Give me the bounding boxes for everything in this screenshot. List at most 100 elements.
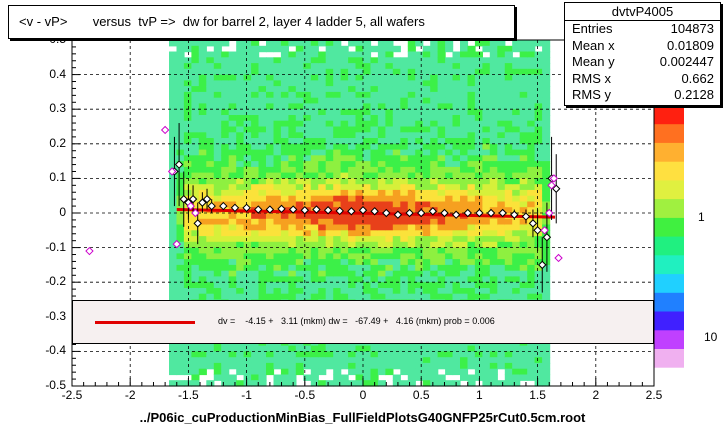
x-tick-label: -1 (241, 388, 252, 402)
outlier-point (85, 246, 94, 256)
y-tick-label: 0.3 (49, 101, 66, 116)
x-tick-label: 0.5 (412, 388, 430, 402)
profile-point (528, 219, 538, 228)
y-tick-label: -0.5 (45, 378, 66, 392)
fit-legend-line (95, 321, 195, 324)
profile-point (219, 201, 228, 211)
profile-point (277, 204, 286, 214)
y-tick-label: 0 (59, 205, 66, 219)
stats-value: 0.662 (681, 70, 714, 86)
x-tick-label: -2.5 (61, 388, 83, 402)
profile-point (475, 208, 484, 218)
stats-label: Mean x (572, 37, 615, 53)
stats-title: dvtvP4005 (565, 3, 720, 21)
y-tick-label: -0.1 (45, 239, 66, 254)
color-scale-segment (654, 123, 684, 143)
profile-point (265, 205, 275, 214)
y-tick-label: 0.2 (49, 135, 66, 150)
profile-point (188, 194, 198, 204)
outlier-point (167, 167, 177, 176)
stats-label: Entries (572, 21, 613, 36)
x-axis-label: ../P06ic_cuProductionMinBias_FullFieldPl… (139, 410, 586, 425)
profile-point (193, 219, 202, 228)
chart-title: <v - vP> versus tvP => dw for barrel 2, … (19, 14, 425, 29)
z-tick-label: 1 (698, 210, 705, 224)
x-tick-label: 1.5 (529, 388, 546, 402)
color-scale-segment (654, 198, 684, 218)
stats-row-entries: Entries 104873 (565, 21, 720, 38)
fit-legend: dv = -4.15 + 3.11 (mkm) dw = -67.49 + 4.… (72, 300, 654, 344)
color-scale-segment (654, 236, 684, 256)
profile-point (498, 208, 507, 218)
x-tick-label: -2 (124, 388, 136, 402)
x-tick-label: 2 (592, 388, 600, 402)
color-scale-segment (654, 142, 684, 162)
stats-box: dvtvP4005 Entries 104873 Mean x 0.01809 Me… (564, 2, 721, 106)
stats-label: RMS x (572, 70, 611, 86)
profile-points (170, 123, 561, 293)
stats-value: 0.2128 (674, 87, 714, 102)
x-tick-label: 1 (476, 388, 483, 402)
profile-point (254, 205, 263, 214)
profile-point (370, 207, 379, 216)
stats-row-mean-y: Mean y 0.002447 (565, 54, 720, 71)
stats-value: 0.002447 (659, 54, 714, 69)
profile-point (416, 208, 426, 218)
outlier-point (547, 181, 556, 190)
color-scale-segment (654, 348, 684, 368)
profile-point (382, 208, 391, 218)
color-scale-segment (654, 217, 684, 237)
outlier-point (191, 208, 200, 218)
outlier-point (554, 253, 563, 263)
stats-value: 0.01809 (667, 37, 714, 53)
profile-point (174, 160, 184, 169)
x-tick-label: -0.5 (294, 388, 316, 402)
color-scale-segment (654, 329, 684, 349)
outlier-point (186, 201, 195, 211)
profile-point (323, 206, 333, 215)
stats-label: Mean y (572, 54, 615, 69)
color-scale (654, 105, 684, 387)
profile-point (179, 194, 188, 204)
chart-title-box: <v - vP> versus tvP => dw for barrel 2, … (8, 5, 515, 39)
profile-point (312, 205, 321, 214)
profile-point (230, 203, 240, 213)
outlier-points (85, 125, 563, 263)
profile-point (207, 201, 216, 211)
stats-row-rms-x: RMS x 0.662 (565, 71, 720, 88)
outlier-point (549, 174, 559, 183)
heatmap (169, 40, 551, 387)
profile-point (358, 206, 368, 215)
color-scale-segment (654, 311, 684, 331)
profile-point (198, 198, 207, 207)
profile-point (242, 203, 251, 213)
outlier-point (160, 125, 170, 135)
x-tick-label: -1.5 (178, 388, 199, 402)
profile-point (552, 184, 561, 193)
profile-point (521, 212, 531, 221)
color-scale-segment (654, 273, 684, 293)
y-tick-label: -0.2 (45, 274, 66, 289)
profile-point (335, 206, 344, 216)
x-tick-label: 2.5 (645, 388, 663, 402)
profile-point (202, 194, 212, 204)
y-tick-label: -0.4 (45, 343, 66, 358)
outlier-point (172, 239, 181, 249)
color-scale-segment (654, 292, 684, 312)
profile-point (347, 207, 356, 216)
color-scale-segment (654, 161, 684, 181)
outlier-point (540, 226, 549, 235)
profile-point (288, 205, 298, 214)
profile-point (428, 207, 438, 216)
color-scale-segment (654, 254, 684, 275)
color-scale-segment (654, 367, 684, 387)
profile-point (510, 210, 519, 219)
color-scale-segment (654, 105, 684, 125)
y-tick-label: 0.4 (49, 66, 66, 81)
profile-point (451, 210, 461, 219)
x-tick-label: 0 (359, 388, 367, 402)
profile-point (440, 208, 449, 218)
color-scale-segment (654, 179, 684, 200)
profile-point (542, 233, 552, 242)
